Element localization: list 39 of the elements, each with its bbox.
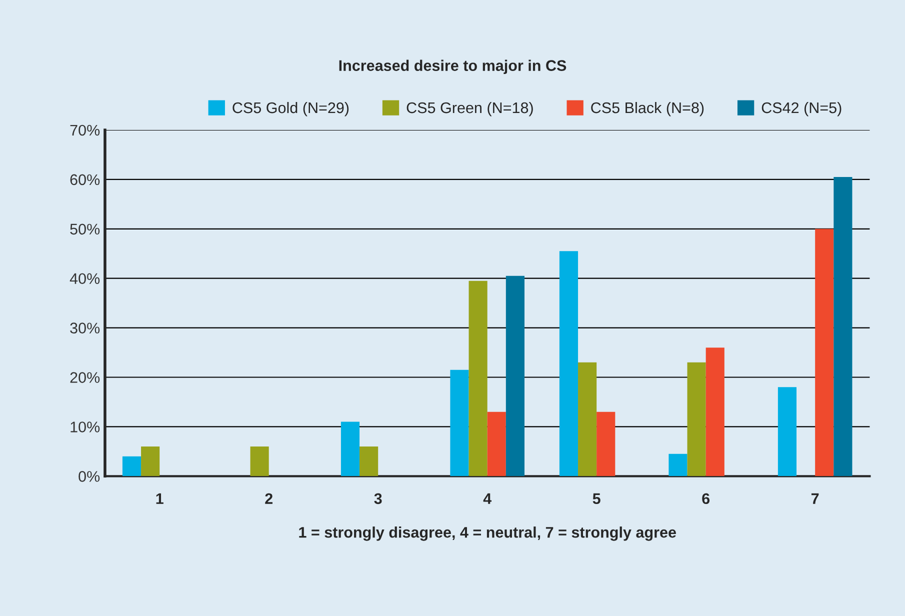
x-tick-label: 7 — [811, 493, 819, 504]
x-tick-label: 3 — [374, 493, 382, 504]
bar — [487, 412, 506, 476]
y-tick-label: 60% — [70, 174, 100, 186]
bar — [122, 456, 142, 476]
y-tick-label: 40% — [70, 273, 100, 284]
chart-title: Increased desire to major in CS — [339, 60, 566, 74]
bar — [468, 280, 488, 476]
bar — [250, 446, 269, 476]
bar — [340, 422, 360, 476]
bar — [506, 276, 524, 476]
bar — [668, 454, 688, 476]
x-axis-title: 1 = strongly disagree, 4 = neutral, 7 = strongly agree — [299, 526, 676, 541]
y-tick-label: 70% — [70, 124, 100, 136]
bar — [141, 446, 160, 476]
legend-label: CS5 Green (N=18) — [406, 102, 533, 116]
legend-label: CS5 Gold (N=29) — [232, 102, 349, 116]
bar — [559, 251, 578, 476]
y-tick-label: 30% — [70, 322, 100, 334]
bar — [706, 348, 724, 476]
bar — [596, 412, 616, 476]
x-tick-label: 1 — [156, 493, 164, 504]
bar — [687, 362, 706, 476]
x-tick-label: 4 — [483, 493, 492, 504]
bar — [450, 370, 469, 476]
bar — [360, 446, 378, 476]
y-tick-label: 20% — [70, 372, 100, 383]
y-tick-label: 10% — [70, 422, 100, 432]
x-tick-label: 6 — [702, 493, 710, 504]
legend-label: CS42 (N=5) — [762, 102, 842, 116]
bar — [578, 362, 597, 476]
bar — [834, 176, 852, 476]
bar — [815, 228, 834, 476]
y-tick-label: 50% — [70, 224, 100, 235]
x-tick-label: 2 — [265, 493, 272, 504]
x-tick-label: 5 — [592, 493, 600, 504]
legend-label: CS5 Black (N=8) — [591, 102, 704, 116]
bar — [778, 387, 797, 476]
y-tick-label: 0% — [78, 471, 100, 482]
